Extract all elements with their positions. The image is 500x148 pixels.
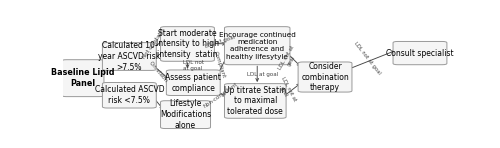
Text: Start moderate
Intensity to high
intensity  statin: Start moderate Intensity to high intensi… xyxy=(156,29,219,59)
Text: Encourage continued
medication
adherence and
healthy lifesytyle: Encourage continued medication adherence… xyxy=(219,32,296,59)
Text: On statin: On statin xyxy=(148,61,168,83)
Text: LDL not at goal: LDL not at goal xyxy=(353,41,382,75)
Text: LDL at goal: LDL at goal xyxy=(247,72,278,77)
Text: Lifestyle
Modifications
alone: Lifestyle Modifications alone xyxy=(160,99,211,130)
Text: LDL not
at goal: LDL not at goal xyxy=(182,60,204,71)
FancyBboxPatch shape xyxy=(224,84,286,118)
FancyBboxPatch shape xyxy=(224,27,290,65)
FancyBboxPatch shape xyxy=(62,60,104,97)
Text: Baseline Lipid
Panel: Baseline Lipid Panel xyxy=(51,68,114,88)
Text: Calculated 10-
year ASCVD risk
>7.5%: Calculated 10- year ASCVD risk >7.5% xyxy=(98,41,160,72)
Text: Assess patient
compliance: Assess patient compliance xyxy=(166,73,221,93)
Text: Not on statin: Not on statin xyxy=(142,28,167,60)
Text: Consider
combination
therapy: Consider combination therapy xyxy=(301,62,349,92)
FancyBboxPatch shape xyxy=(298,62,352,92)
FancyBboxPatch shape xyxy=(102,82,156,108)
Text: LDL not at
goal: LDL not at goal xyxy=(278,45,300,73)
FancyBboxPatch shape xyxy=(166,70,220,95)
Text: LDL not at
goal: LDL not at goal xyxy=(276,76,297,105)
Text: LDL at goal: LDL at goal xyxy=(204,34,236,49)
Text: Non-compliant: Non-compliant xyxy=(202,82,238,110)
FancyBboxPatch shape xyxy=(393,41,447,65)
FancyBboxPatch shape xyxy=(160,101,210,128)
Text: Compliant: Compliant xyxy=(212,51,226,79)
FancyBboxPatch shape xyxy=(160,27,214,61)
Text: Up titrate Statin
to maximal
tolerated dose: Up titrate Statin to maximal tolerated d… xyxy=(224,86,286,116)
Text: Consult specialist: Consult specialist xyxy=(386,49,454,58)
FancyBboxPatch shape xyxy=(102,43,156,70)
Text: Calculated ASCVD
risk <7.5%: Calculated ASCVD risk <7.5% xyxy=(94,85,164,105)
